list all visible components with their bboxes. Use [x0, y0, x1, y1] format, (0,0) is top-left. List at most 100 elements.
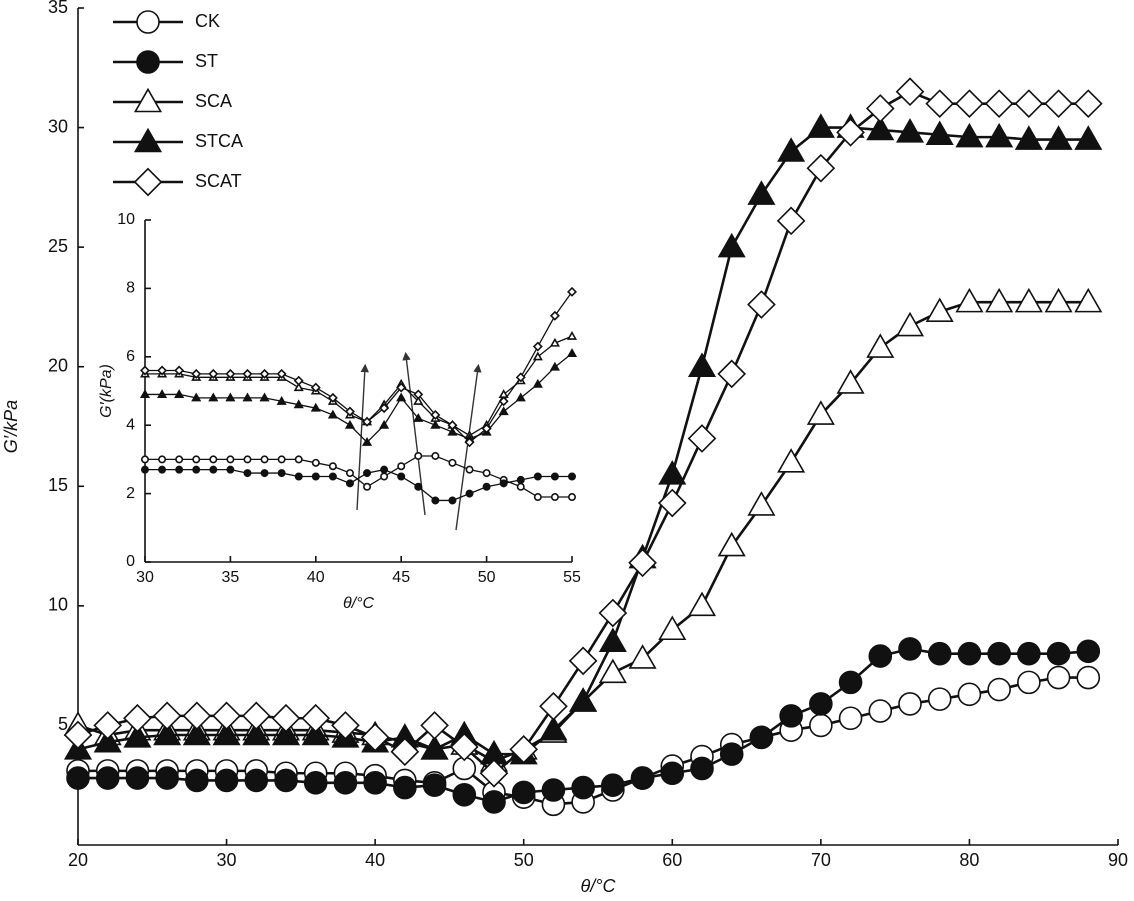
marker [465, 489, 474, 498]
marker [719, 742, 744, 766]
marker [294, 455, 303, 464]
x-tick-label: 50 [478, 569, 496, 586]
marker [431, 496, 440, 505]
marker [868, 699, 893, 723]
marker [333, 771, 358, 795]
marker [244, 768, 269, 793]
marker [422, 773, 447, 798]
marker [509, 735, 539, 764]
marker [747, 180, 776, 205]
marker [987, 641, 1011, 666]
marker [1046, 665, 1071, 690]
marker [420, 735, 449, 760]
marker [123, 703, 152, 733]
marker [516, 475, 525, 484]
marker [806, 400, 835, 425]
marker [1014, 89, 1044, 118]
marker [310, 402, 321, 412]
series-line [145, 291, 573, 444]
marker [838, 706, 863, 731]
marker [777, 448, 806, 473]
y-axis-label: G′/kPa [1, 400, 21, 453]
y-tick-label: 20 [48, 355, 68, 375]
marker [809, 713, 833, 738]
marker [895, 118, 925, 143]
x-tick-label: 20 [68, 850, 88, 870]
marker [208, 368, 219, 379]
arrow [402, 351, 426, 516]
marker [776, 206, 806, 236]
legend-label: SCAT [195, 171, 242, 191]
marker [895, 77, 925, 107]
marker [1017, 641, 1041, 666]
marker [303, 771, 328, 795]
legend-label: SCA [195, 91, 232, 111]
marker [209, 465, 218, 474]
marker [866, 333, 895, 358]
marker [482, 469, 491, 478]
marker [447, 420, 458, 431]
marker [380, 472, 389, 481]
marker [345, 479, 354, 488]
marker [259, 368, 270, 379]
x-tick-label: 90 [1108, 850, 1128, 870]
marker [208, 392, 219, 402]
marker [465, 465, 474, 474]
marker [568, 646, 598, 676]
marker [1076, 639, 1101, 664]
marker [397, 462, 406, 471]
marker [598, 627, 627, 653]
y-tick-label: 2 [126, 485, 135, 502]
y-tick-label: 10 [48, 595, 68, 615]
marker [447, 426, 458, 436]
marker [380, 465, 389, 474]
marker [158, 465, 167, 474]
y-tick-label: 8 [126, 280, 135, 297]
marker [393, 775, 417, 800]
marker [396, 382, 407, 393]
marker [927, 687, 952, 711]
marker [925, 89, 955, 118]
marker [690, 756, 714, 781]
legend: CK ST SCA STCA SCAT [113, 10, 243, 197]
marker [414, 451, 423, 460]
y-tick-label: 0 [126, 553, 135, 570]
marker [294, 472, 303, 481]
marker [430, 409, 441, 420]
marker [140, 365, 150, 376]
marker [1014, 125, 1043, 150]
marker [331, 711, 360, 740]
marker [136, 50, 160, 74]
marker [212, 701, 241, 731]
marker [363, 469, 372, 478]
marker [93, 727, 122, 753]
marker [955, 122, 984, 148]
marker [311, 458, 320, 467]
marker [449, 732, 479, 762]
marker [175, 455, 184, 464]
marker [192, 455, 201, 464]
marker [747, 290, 776, 319]
marker [836, 118, 865, 147]
marker [1076, 665, 1101, 690]
inset-plot: 30 35 40 45 50 55 0 2 4 6 8 10 θ/°C G′(kPa) [98, 211, 581, 612]
marker [1074, 125, 1103, 150]
x-tick-label: 60 [662, 850, 682, 870]
marker [777, 137, 806, 162]
marker [601, 773, 625, 798]
marker [274, 768, 298, 793]
marker [133, 167, 163, 197]
marker [362, 416, 373, 427]
marker [276, 368, 287, 379]
marker [123, 723, 152, 748]
marker [657, 488, 687, 518]
marker [550, 493, 559, 502]
marker [687, 352, 717, 378]
marker [533, 493, 542, 502]
marker [271, 720, 301, 746]
marker [571, 775, 595, 800]
marker [779, 704, 803, 728]
marker [539, 715, 568, 741]
y-axis-label: G′(kPa) [98, 364, 115, 418]
